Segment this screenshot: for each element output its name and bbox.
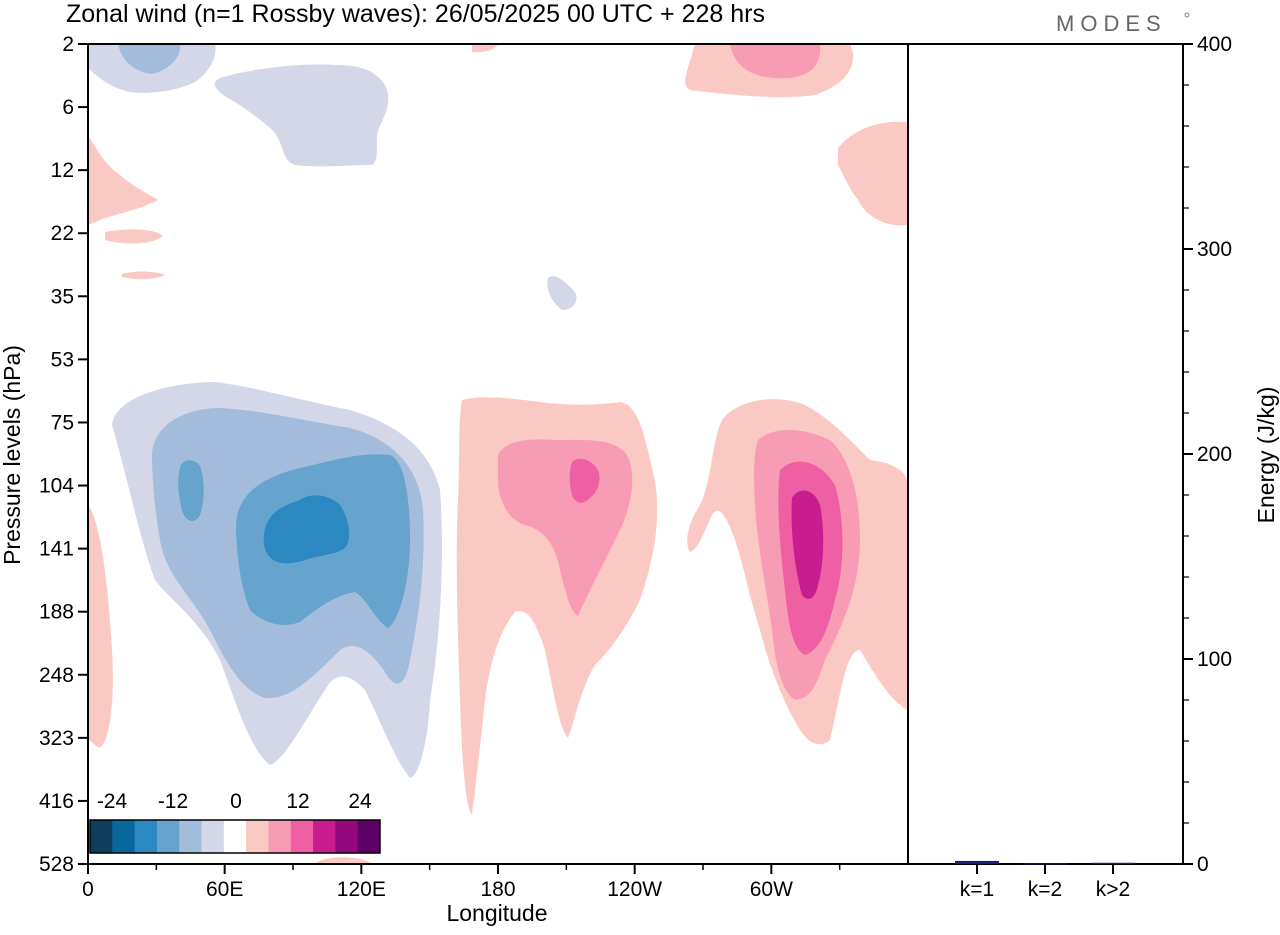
contour-neg-upper-2 [214, 64, 389, 167]
colorbar-swatch [134, 820, 158, 853]
colorbar-swatch [246, 820, 269, 853]
modes-logo: MODES [1056, 11, 1167, 36]
colorbar-swatch [268, 820, 292, 853]
bar-category-label: k=2 [1028, 878, 1062, 901]
contour-pos-upper-6 [122, 271, 165, 280]
contour-pos-upper-2 [838, 121, 907, 226]
colorbar-swatch [290, 820, 314, 853]
energy-axis-ticks: 0 100 200 300 400 [1183, 33, 1232, 876]
contour-pos-east-0 [791, 490, 824, 599]
x-axis-label: Longitude [446, 900, 547, 926]
contour-pos-west-edge [88, 505, 113, 748]
colorbar-swatch [201, 820, 225, 853]
x-tick-label: 60W [750, 878, 793, 901]
y-axis-ticks: 2 6 12 22 35 53 75 104 141 188 248 323 416 528 [39, 33, 88, 876]
x-axis-ticks: 0 60E 120E 180 120W 60W [82, 864, 841, 901]
energy-tick-label: 200 [1197, 443, 1232, 466]
contour-pos-bottom [315, 857, 372, 864]
colorbar-swatch [112, 820, 136, 853]
energy-bar [955, 860, 999, 864]
colorbar-swatch [335, 820, 359, 853]
colorbar-frame [89, 819, 381, 854]
chart-title: Zonal wind (n=1 Rossby waves): 26/05/202… [66, 0, 765, 28]
colorbar-swatch [156, 820, 180, 853]
x-tick-label: 0 [82, 878, 94, 901]
colorbar-label: -12 [158, 790, 188, 813]
colorbar-label: 12 [286, 790, 309, 813]
y-tick-label: 53 [51, 348, 74, 371]
y-tick-label: 248 [39, 664, 74, 687]
y-tick-label: 104 [39, 475, 74, 498]
colorbar-swatch [90, 820, 113, 853]
energy-bars [955, 860, 1135, 865]
bar-category-label: k>2 [1096, 878, 1130, 901]
colorbar: -24 -12 0 12 24 [89, 790, 381, 854]
y-tick-label: 6 [62, 96, 74, 119]
y-tick-label: 75 [51, 411, 74, 434]
contour-pos-center-1 [569, 458, 600, 503]
contour-neg-small [178, 460, 204, 522]
contour-neg-upper-3 [547, 276, 577, 310]
y-tick-label: 323 [39, 727, 74, 750]
colorbar-swatch [179, 820, 203, 853]
contour-neg-0 [263, 495, 350, 564]
bar-category-label: k=1 [960, 878, 994, 901]
x-tick-label: 180 [480, 878, 515, 901]
y-tick-label: 141 [39, 538, 74, 561]
energy-tick-label: 400 [1197, 33, 1232, 56]
x-tick-label: 120E [337, 878, 386, 901]
colorbar-swatch [313, 820, 336, 853]
y-tick-label: 188 [39, 601, 74, 624]
x-tick-label: 60E [206, 878, 243, 901]
colorbar-label: -24 [97, 790, 128, 813]
y-tick-label: 22 [51, 222, 74, 245]
bar-frame [907, 43, 1184, 865]
contour-neg-upper-1b [118, 44, 181, 74]
contour-pos-upper-4 [472, 44, 498, 53]
contour-pos-upper-3 [88, 135, 158, 225]
registered-mark [1184, 12, 1190, 18]
energy-axis-label: Energy (J/kg) [1253, 387, 1279, 524]
y-tick-label: 2 [62, 33, 74, 56]
colorbar-swatch [223, 820, 247, 853]
y-axis-label: Pressure levels (hPa) [0, 345, 25, 565]
energy-tick-label: 100 [1197, 648, 1232, 671]
energy-bar [1023, 863, 1067, 865]
y-tick-label: 12 [51, 159, 74, 182]
contour-pos-upper-5 [105, 229, 163, 244]
colorbar-label: 24 [348, 790, 372, 813]
colorbar-label: 0 [230, 790, 242, 813]
contour-pos-upper-1b [730, 44, 821, 79]
bar-category-labels: k=1 k=2 k>2 [960, 864, 1130, 901]
y-tick-label: 416 [39, 790, 74, 813]
y-tick-label: 35 [51, 285, 74, 308]
x-tick-label: 120W [607, 878, 662, 901]
energy-tick-label: 0 [1197, 853, 1209, 876]
colorbar-swatch [357, 820, 381, 853]
energy-tick-label: 300 [1197, 238, 1232, 261]
y-tick-label: 528 [39, 853, 74, 876]
contour-field [88, 44, 907, 864]
energy-bar [1091, 862, 1135, 864]
